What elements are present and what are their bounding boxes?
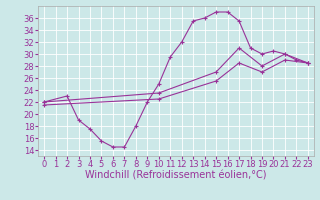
X-axis label: Windchill (Refroidissement éolien,°C): Windchill (Refroidissement éolien,°C) bbox=[85, 171, 267, 181]
